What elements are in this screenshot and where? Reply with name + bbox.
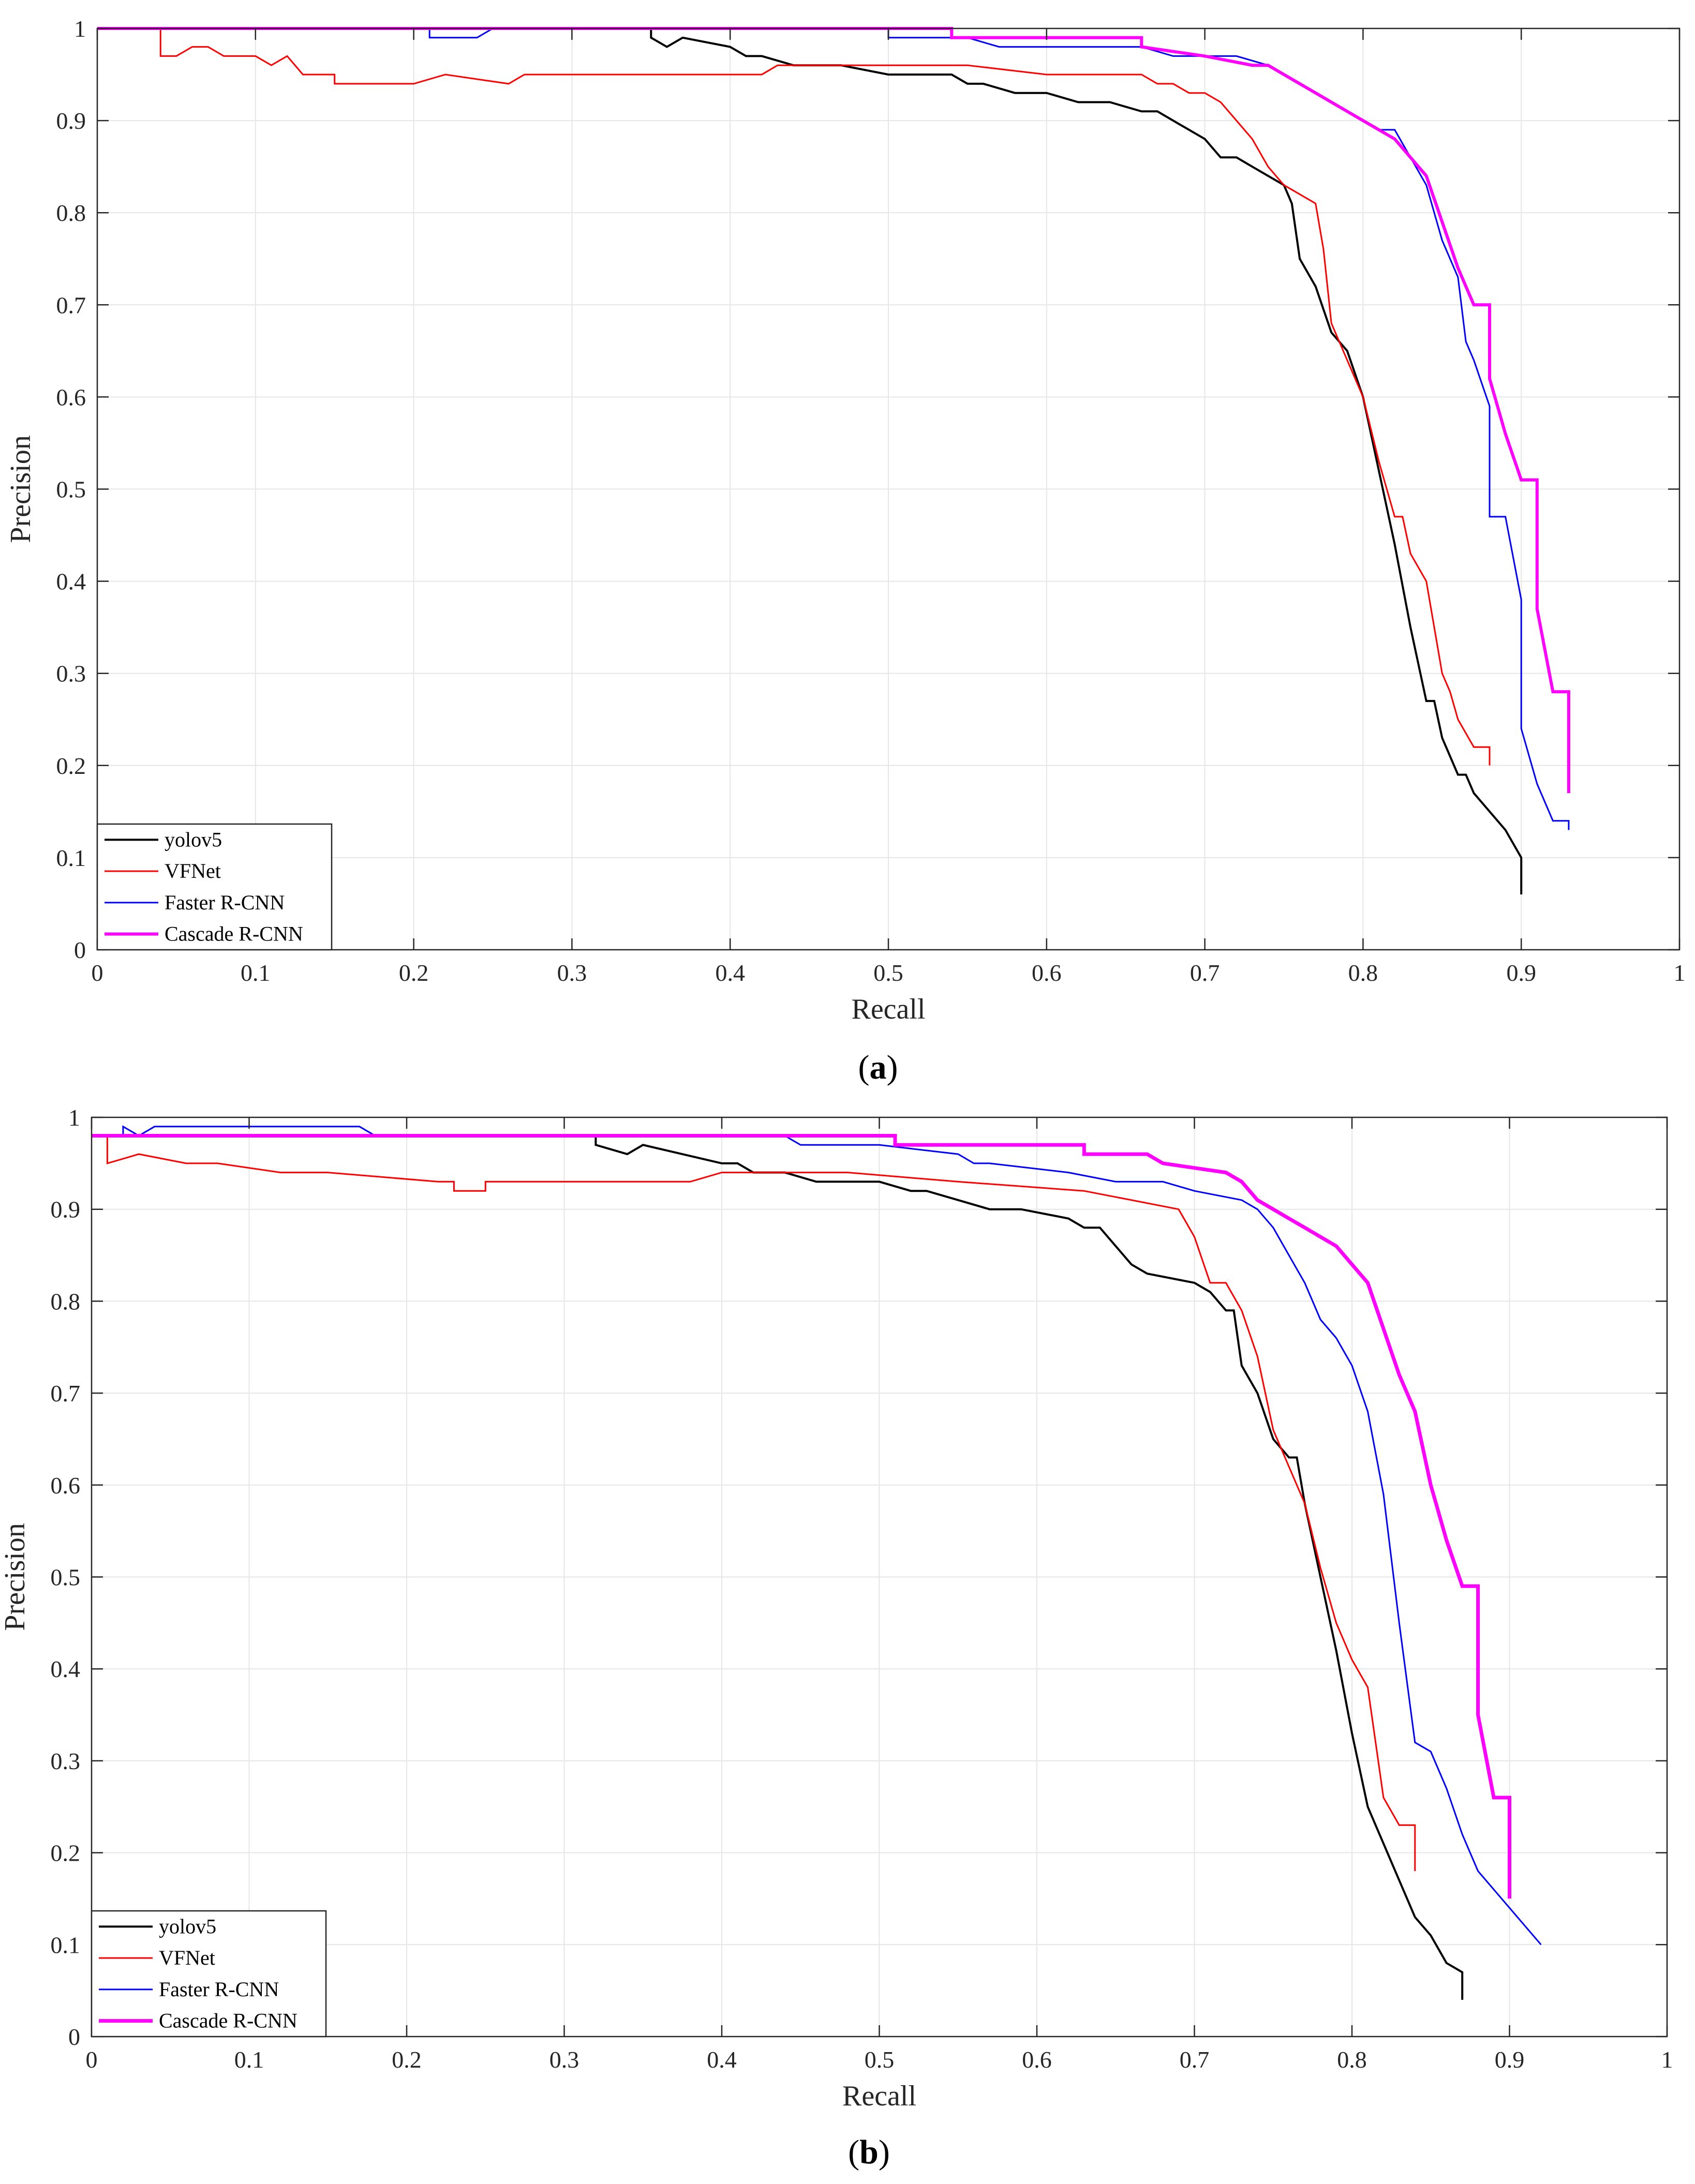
y-tick-label: 0.9 xyxy=(56,108,86,134)
legend-label: VFNet xyxy=(159,1946,215,1969)
x-tick-label: 0.8 xyxy=(1348,960,1378,986)
y-tick-label: 0.2 xyxy=(56,753,86,779)
x-tick-label: 0.3 xyxy=(557,960,587,986)
panel-label: (b) xyxy=(848,2133,890,2171)
y-tick-label: 0.8 xyxy=(51,1288,81,1314)
y-tick-label: 0.5 xyxy=(56,476,86,503)
x-tick-label: 0.9 xyxy=(1495,2046,1525,2073)
series-line-cascade-r-cnn xyxy=(92,1134,1511,1899)
legend: yolov5 VFNet Faster R-CNN Cascade R-CNN xyxy=(91,1910,327,2038)
y-tick-label: 0.4 xyxy=(51,1656,81,1682)
x-tick-label: 0 xyxy=(86,2046,98,2073)
legend: yolov5 VFNet Faster R-CNN Cascade R-CNN xyxy=(96,823,333,951)
x-tick-label: 0.4 xyxy=(715,960,745,986)
legend-label: Faster R-CNN xyxy=(159,1978,279,2001)
chart-panel-b: 0 0.1 0.2 0.3 0.4 0.5 0.6 0.7 0.8 0.9 1 0 0.1 0.2 0.3 0… xyxy=(0,1104,1673,2171)
y-tick-label: 0 xyxy=(74,937,86,963)
x-tick-label: 0.7 xyxy=(1180,2046,1210,2073)
y-axis-title: Precision xyxy=(5,435,37,543)
y-axis-title: Precision xyxy=(0,1523,31,1630)
y-tick-label: 0.1 xyxy=(56,845,86,871)
legend-label: VFNet xyxy=(165,859,221,882)
x-tick-label: 0.2 xyxy=(392,2046,422,2073)
x-tick-label: 0.3 xyxy=(549,2046,579,2073)
series-line-cascade-r-cnn xyxy=(97,27,1570,794)
y-tick-label: 0 xyxy=(68,2024,80,2050)
x-tick-label: 0 xyxy=(92,960,103,986)
legend-label: Faster R-CNN xyxy=(165,891,285,914)
y-tick-label: 0.3 xyxy=(51,1748,81,1774)
chart-panel-a: 0 0.1 0.2 0.3 0.4 0.5 0.6 0.7 0.8 0.9 1 0 0.1 0.2 0.3 0… xyxy=(5,16,1686,1086)
y-tick-label: 0.6 xyxy=(56,384,86,410)
y-tick-label: 0.2 xyxy=(51,1840,81,1866)
legend-label: yolov5 xyxy=(165,828,222,851)
series-line-vfnet xyxy=(97,27,1491,766)
x-tick-label: 0.9 xyxy=(1506,960,1536,986)
y-tick-label: 0.1 xyxy=(51,1932,81,1958)
y-tick-label: 1 xyxy=(68,1104,80,1131)
y-tick-label: 0.7 xyxy=(51,1380,81,1407)
x-tick-label: 0.2 xyxy=(399,960,429,986)
x-tick-label: 0.4 xyxy=(707,2046,737,2073)
series-line-vfnet xyxy=(92,1135,1416,1872)
x-tick-label: 0.6 xyxy=(1022,2046,1052,2073)
legend-box xyxy=(91,1910,327,2038)
x-tick-label: 0.1 xyxy=(241,960,271,986)
y-tick-label: 0.6 xyxy=(51,1472,81,1499)
legend-label: Cascade R-CNN xyxy=(159,2009,298,2032)
x-tick-label: 0.7 xyxy=(1190,960,1220,986)
panel-label: (a) xyxy=(858,1049,898,1086)
x-axis-title: Recall xyxy=(851,993,925,1025)
x-tick-label: 0.5 xyxy=(873,960,903,986)
x-tick-label: 0.1 xyxy=(234,2046,264,2073)
y-tick-label: 0.5 xyxy=(51,1564,81,1591)
legend-label: yolov5 xyxy=(159,1914,216,1938)
x-tick-label: 1 xyxy=(1674,960,1686,986)
y-tick-label: 0.9 xyxy=(51,1196,81,1223)
y-tick-label: 1 xyxy=(74,16,86,42)
y-tick-label: 0.8 xyxy=(56,200,86,226)
x-tick-label: 0.6 xyxy=(1032,960,1062,986)
x-tick-label: 1 xyxy=(1661,2046,1673,2073)
x-tick-label: 0.8 xyxy=(1337,2046,1367,2073)
x-axis-title: Recall xyxy=(842,2080,916,2112)
series-line-yolov5 xyxy=(97,27,1523,895)
legend-label: Cascade R-CNN xyxy=(165,922,303,946)
y-tick-label: 0.4 xyxy=(56,569,86,595)
y-tick-label: 0.7 xyxy=(56,292,86,318)
legend-box xyxy=(96,823,333,951)
y-tick-label: 0.3 xyxy=(56,661,86,687)
x-tick-label: 0.5 xyxy=(865,2046,895,2073)
